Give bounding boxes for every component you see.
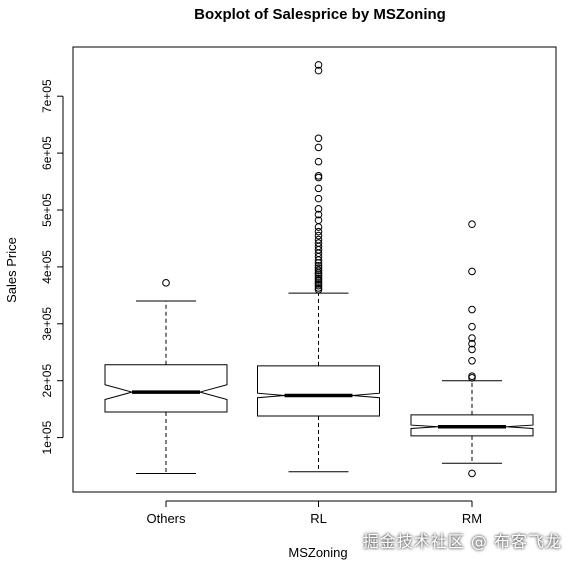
- outlier-point: [314, 261, 323, 270]
- outlier-point: [468, 305, 476, 314]
- outlier-point: [314, 205, 323, 213]
- outlier-point: [314, 227, 323, 236]
- outlier-point: [314, 239, 323, 247]
- outlier-point: [314, 223, 323, 231]
- box-body: [104, 364, 228, 413]
- outlier-point: [314, 216, 323, 225]
- outlier-point: [314, 266, 323, 275]
- box-others: [104, 279, 228, 474]
- outlier-point: [162, 279, 170, 287]
- outlier-point: [468, 469, 476, 478]
- box-rm: [410, 220, 534, 478]
- x-tick-label: RL: [310, 511, 327, 526]
- box-body: [257, 365, 380, 417]
- outlier-point: [314, 66, 323, 75]
- outlier-point: [468, 356, 476, 365]
- watermark: 掘金技术社区 @ 布客飞龙: [362, 532, 562, 551]
- outlier-point: [468, 220, 476, 229]
- y-tick-label: 6e+05: [40, 136, 54, 170]
- x-axis: Others RL RM: [146, 500, 482, 526]
- plot-frame: [72, 46, 557, 493]
- outlier-point: [314, 231, 323, 240]
- boxes-group: [104, 61, 534, 478]
- y-tick-label: 2e+05: [40, 364, 54, 398]
- outlier-point: [314, 264, 323, 272]
- outlier-point: [468, 267, 476, 276]
- outlier-point: [314, 184, 323, 193]
- outlier-point: [314, 284, 323, 292]
- outlier-point: [314, 235, 323, 244]
- x-tick-label: Others: [146, 511, 186, 526]
- x-tick-label: RM: [462, 511, 482, 526]
- outlier-point: [314, 210, 323, 219]
- outlier-point: [314, 143, 323, 152]
- outlier-point: [314, 61, 323, 69]
- box-rl: [257, 61, 380, 473]
- y-tick-label: 4e+05: [40, 250, 54, 284]
- y-tick-label: 1e+05: [40, 420, 54, 454]
- outlier-point: [314, 274, 323, 283]
- y-axis-label: Sales Price: [4, 237, 19, 303]
- outlier-point: [468, 372, 476, 380]
- outlier-point: [314, 194, 323, 203]
- outlier-point: [314, 172, 323, 180]
- outlier-point: [468, 322, 476, 331]
- x-axis-label: MSZoning: [288, 545, 347, 560]
- outlier-point: [468, 334, 476, 342]
- y-tick-label: 5e+05: [40, 193, 54, 227]
- y-tick-label: 3e+05: [40, 307, 54, 341]
- y-tick-label: 7e+05: [40, 79, 54, 113]
- outlier-point: [468, 339, 476, 348]
- outlier-point: [468, 345, 476, 354]
- y-axis: 1e+05 2e+05 3e+05 4e+05 5e+05 6e+05 7e+05: [40, 79, 64, 454]
- outlier-point: [314, 157, 323, 166]
- outlier-point: [314, 134, 323, 143]
- chart-title: Boxplot of Salesprice by MSZoning: [194, 6, 446, 23]
